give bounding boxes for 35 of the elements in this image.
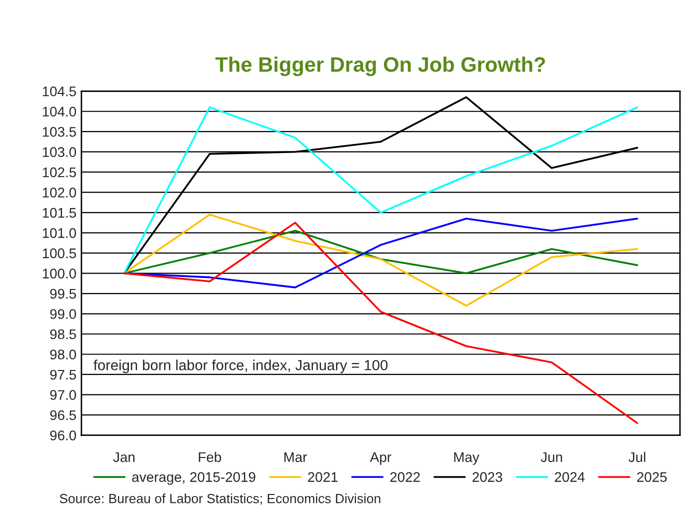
y-tick-label: 97.5 (50, 370, 76, 380)
source-note: Source: Bureau of Labor Statistics; Economics Division (60, 494, 380, 505)
legend-label: 2022 (390, 472, 420, 482)
y-tick-label: 104.5 (42, 86, 76, 96)
y-tick-label: 99.0 (50, 309, 76, 319)
y-tick-label: 103.0 (42, 147, 76, 158)
annotation: foreign born labor force, index, January = 100 (94, 360, 388, 374)
legend-label: 2021 (308, 472, 338, 482)
y-tick-label: 96.5 (50, 410, 76, 420)
y-tick-label: 101.5 (42, 208, 76, 218)
y-tick-label: 100.5 (42, 248, 76, 258)
x-tick-label: Jan (113, 452, 134, 462)
x-tick-label: Jul (628, 452, 646, 462)
legend-label: 2024 (554, 472, 585, 482)
y-tick-label: 98.5 (50, 329, 76, 340)
y-tick-label: 99.5 (50, 288, 76, 299)
y-tick-label: 100.0 (42, 268, 76, 278)
y-tick-label: 101.0 (42, 228, 76, 238)
chart-title: The Bigger Drag On Job Growth? (215, 56, 546, 76)
y-tick-label: 104.0 (42, 106, 76, 117)
x-tick-label: Mar (284, 452, 307, 462)
legend-label: 2025 (637, 472, 667, 482)
y-tick-label: 102.5 (42, 167, 76, 178)
y-tick-label: 103.5 (42, 126, 76, 137)
x-tick-label: May (454, 452, 480, 465)
line-series (123, 214, 638, 307)
y-tick-label: 96.0 (50, 430, 76, 440)
y-tick-label: 98.0 (50, 350, 76, 360)
x-tick-label: Apr (370, 452, 392, 465)
legend-label: 2023 (472, 472, 502, 482)
legend-label: average, 2015-2019 (132, 472, 256, 485)
y-tick-label: 97.0 (50, 390, 76, 400)
y-tick-label: 102.0 (42, 188, 76, 198)
x-tick-label: Jun (540, 452, 562, 462)
x-tick-label: Feb (198, 452, 222, 462)
